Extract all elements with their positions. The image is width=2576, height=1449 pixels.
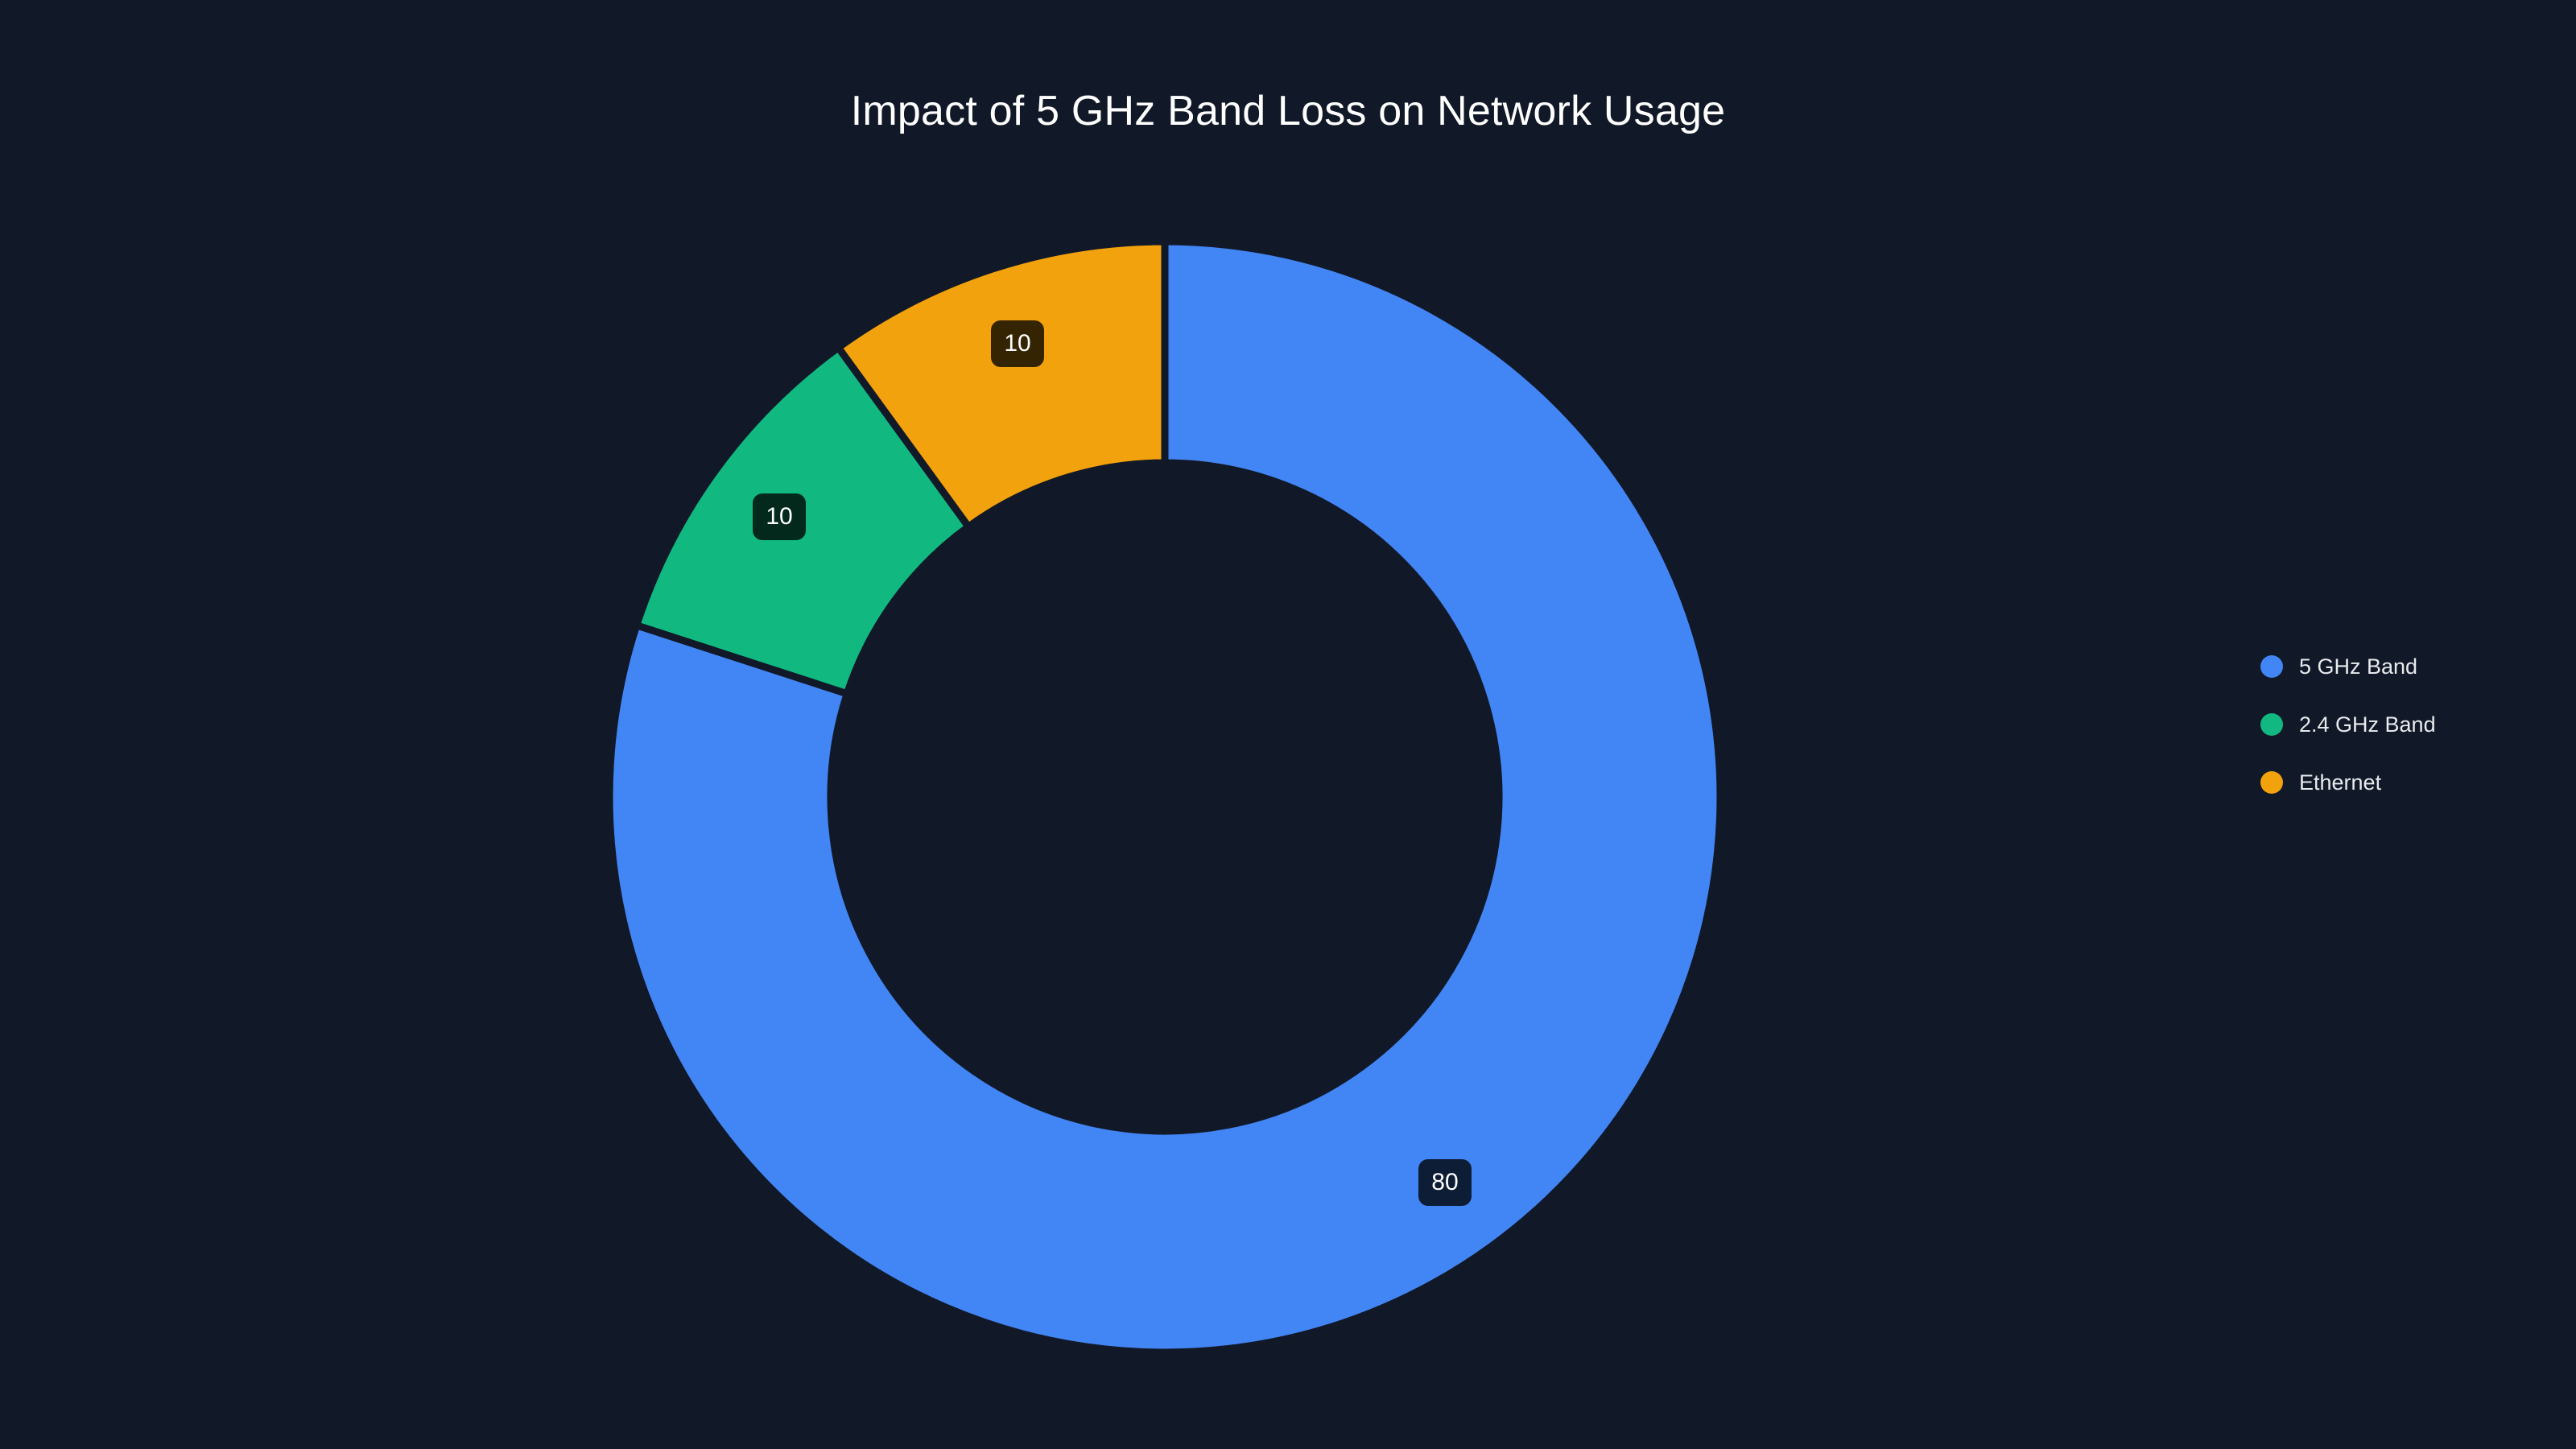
legend-swatch-dot-icon bbox=[2260, 771, 2283, 794]
legend-item[interactable]: 5 GHz Band bbox=[2260, 638, 2436, 696]
chart-legend: 5 GHz Band 2.4 GHz Band Ethernet bbox=[2260, 638, 2436, 811]
legend-item-label: Ethernet bbox=[2299, 770, 2382, 795]
chart-title: Impact of 5 GHz Band Loss on Network Usa… bbox=[850, 88, 1726, 134]
donut-slice[interactable] bbox=[605, 237, 1724, 1356]
legend-item[interactable]: Ethernet bbox=[2260, 753, 2436, 811]
legend-item-label: 5 GHz Band bbox=[2299, 654, 2418, 679]
donut-slice-group bbox=[605, 237, 1724, 1356]
donut-slice-value-label: 80 bbox=[1418, 1158, 1472, 1206]
legend-item[interactable]: 2.4 GHz Band bbox=[2260, 696, 2436, 753]
donut-slice[interactable] bbox=[834, 237, 1169, 530]
legend-swatch-dot-icon bbox=[2260, 713, 2283, 736]
legend-item-label: 2.4 GHz Band bbox=[2299, 712, 2436, 737]
donut-chart-plot-area: 80 10 10 bbox=[605, 237, 1724, 1356]
donut-slice-value-label: 10 bbox=[753, 493, 807, 541]
donut-chart-svg bbox=[605, 237, 1724, 1356]
legend-swatch-dot-icon bbox=[2260, 655, 2283, 678]
donut-slice-value-label: 10 bbox=[991, 320, 1045, 367]
